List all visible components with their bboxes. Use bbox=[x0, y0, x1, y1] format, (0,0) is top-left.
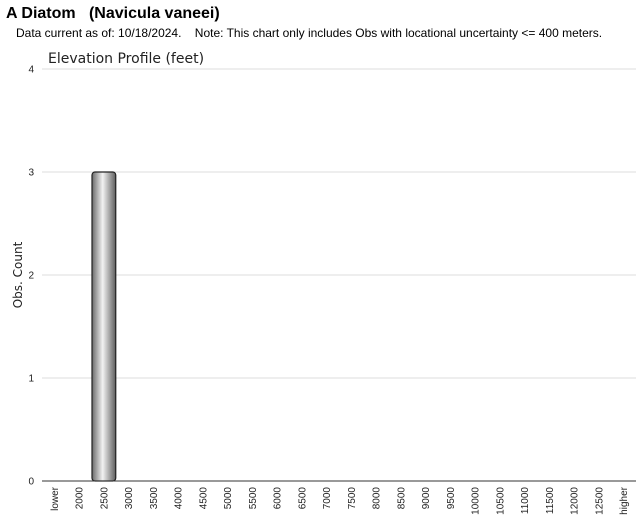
x-tick-label: 7500 bbox=[347, 487, 358, 510]
x-axis-ticks: lower 2000 2500 3000 3500 4000 4500 5000 5500 600… bbox=[50, 486, 630, 514]
x-tick-label: 3500 bbox=[149, 487, 160, 510]
x-tick-label: 9500 bbox=[446, 487, 457, 510]
x-tick-label: 8000 bbox=[372, 487, 383, 510]
y-tick-label: 3 bbox=[28, 168, 34, 179]
x-tick-label: higher bbox=[619, 486, 630, 514]
x-tick-label: 6000 bbox=[273, 487, 284, 510]
y-axis-label: Obs. Count bbox=[11, 241, 25, 308]
x-tick-label: 5000 bbox=[223, 487, 234, 510]
page-subtitle: Data current as of: 10/18/2024. Note: Th… bbox=[16, 26, 603, 40]
bars bbox=[91, 171, 117, 482]
x-tick-label: 8500 bbox=[396, 487, 407, 510]
y-tick-label: 4 bbox=[28, 65, 34, 76]
x-tick-label: 11500 bbox=[545, 487, 556, 515]
chart-title: Elevation Profile (feet) bbox=[48, 51, 204, 67]
x-tick-label: lower bbox=[50, 486, 61, 511]
x-tick-label: 2000 bbox=[75, 487, 86, 510]
y-tick-label: 2 bbox=[28, 271, 34, 282]
page-title: A Diatom (Navicula vaneei) bbox=[6, 5, 220, 22]
x-tick-label: 11000 bbox=[520, 487, 531, 515]
x-tick-label: 3000 bbox=[124, 487, 135, 510]
x-tick-label: 2500 bbox=[99, 487, 110, 510]
x-tick-label: 10500 bbox=[495, 487, 506, 515]
y-axis-ticks: 0 1 2 3 4 bbox=[28, 65, 34, 488]
y-tick-label: 0 bbox=[28, 477, 34, 488]
x-tick-label: 4500 bbox=[198, 487, 209, 510]
x-tick-label: 9000 bbox=[421, 487, 432, 510]
x-tick-label: 4000 bbox=[174, 487, 185, 510]
x-tick-label: 7000 bbox=[322, 487, 333, 510]
x-tick-label: 12500 bbox=[594, 487, 605, 515]
gridlines bbox=[42, 68, 636, 379]
bar-2500 bbox=[91, 171, 117, 482]
x-tick-label: 12000 bbox=[570, 487, 581, 515]
x-tick-label: 6500 bbox=[297, 487, 308, 510]
x-tick-label: 10000 bbox=[471, 487, 482, 515]
x-tick-label: 5500 bbox=[248, 487, 259, 510]
y-tick-label: 1 bbox=[28, 374, 34, 385]
